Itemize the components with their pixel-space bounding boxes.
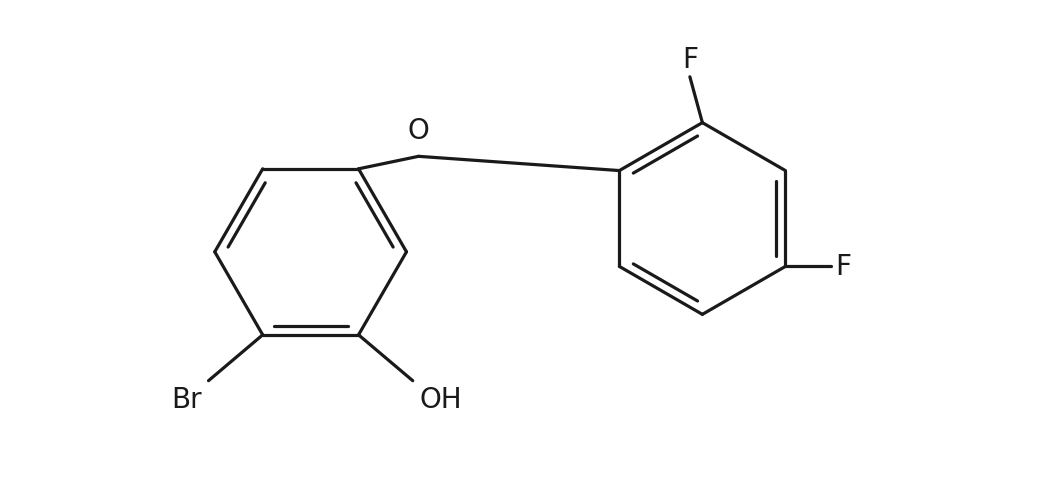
Text: O: O <box>408 117 430 144</box>
Text: Br: Br <box>171 385 201 413</box>
Text: OH: OH <box>419 385 462 413</box>
Text: F: F <box>682 45 698 74</box>
Text: F: F <box>836 253 851 281</box>
